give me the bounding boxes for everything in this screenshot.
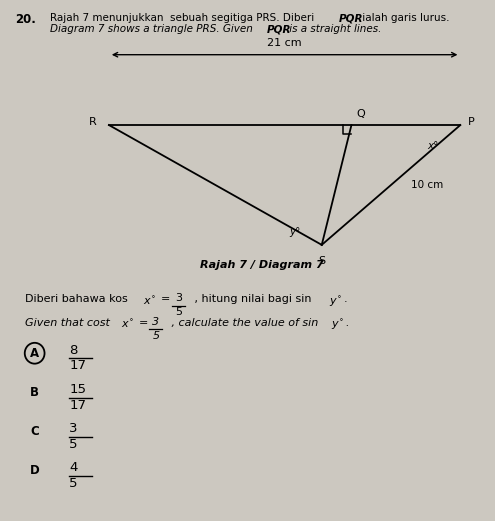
Text: 3: 3: [152, 317, 159, 327]
Text: $y^{\circ}$: $y^{\circ}$: [329, 294, 342, 309]
Text: Diberi bahawa kos: Diberi bahawa kos: [25, 294, 131, 304]
Text: $y^{\circ}$: $y^{\circ}$: [331, 318, 344, 332]
Text: $x^{\circ}$: $x^{\circ}$: [143, 294, 155, 307]
Text: .: .: [346, 318, 349, 328]
Text: 15: 15: [69, 383, 86, 396]
Text: 3: 3: [175, 293, 182, 303]
Text: =: =: [161, 294, 170, 304]
Text: 4: 4: [69, 461, 78, 474]
Text: y°: y°: [289, 227, 300, 237]
Text: Given that cost: Given that cost: [25, 318, 113, 328]
Text: 20.: 20.: [15, 13, 36, 26]
Text: B: B: [30, 386, 39, 399]
Text: Rajah 7 / Diagram 7: Rajah 7 / Diagram 7: [200, 260, 324, 270]
Text: =: =: [139, 318, 148, 328]
Text: S: S: [318, 256, 325, 266]
Text: P: P: [468, 117, 475, 128]
Text: C: C: [30, 425, 39, 438]
Text: 17: 17: [69, 359, 86, 373]
Text: 5: 5: [152, 331, 159, 341]
Text: 21 cm: 21 cm: [267, 39, 302, 48]
Text: Diagram 7 shows a triangle PRS. Given: Diagram 7 shows a triangle PRS. Given: [50, 24, 255, 34]
Text: , hitung nilai bagi sin: , hitung nilai bagi sin: [191, 294, 315, 304]
Text: x°: x°: [428, 141, 439, 151]
Text: Rajah 7 menunjukkan  sebuah segitiga PRS. Diberi: Rajah 7 menunjukkan sebuah segitiga PRS.…: [50, 13, 317, 23]
Text: PQR: PQR: [266, 24, 291, 34]
Text: 5: 5: [69, 438, 78, 451]
Text: $x^{\circ}$: $x^{\circ}$: [121, 318, 134, 330]
Text: 5: 5: [69, 477, 78, 490]
Text: is a straight lines.: is a straight lines.: [286, 24, 382, 34]
Text: PQR: PQR: [339, 13, 363, 23]
Text: 5: 5: [175, 307, 182, 317]
Text: 10 cm: 10 cm: [411, 180, 443, 190]
Text: .: .: [344, 294, 347, 304]
Text: D: D: [30, 464, 40, 477]
Text: 8: 8: [69, 344, 78, 357]
Text: R: R: [89, 117, 97, 128]
Text: , calculate the value of sin: , calculate the value of sin: [168, 318, 322, 328]
Text: Q: Q: [356, 109, 365, 119]
Text: 17: 17: [69, 399, 86, 412]
Text: ialah garis lurus.: ialah garis lurus.: [359, 13, 449, 23]
Text: A: A: [30, 347, 39, 359]
Text: 3: 3: [69, 422, 78, 435]
